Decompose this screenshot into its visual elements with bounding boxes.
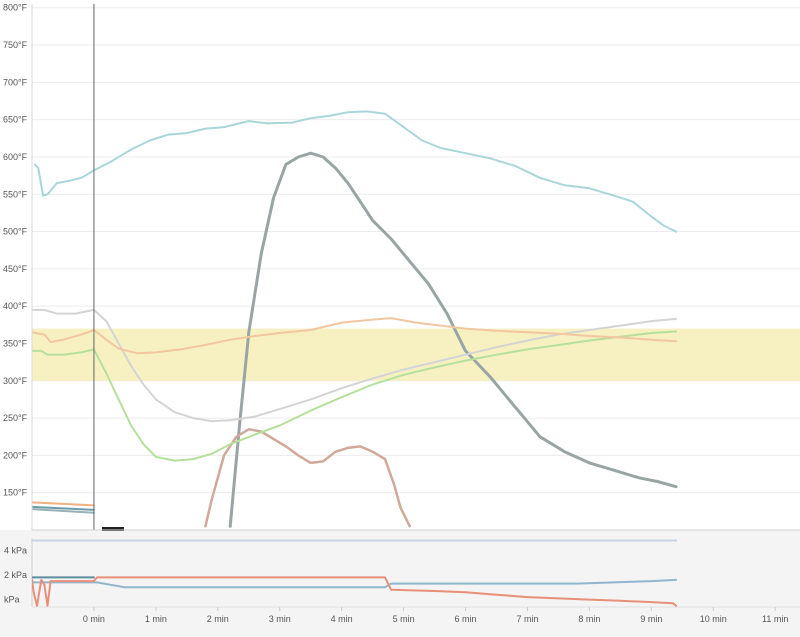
temperature-tick-label: 250°F bbox=[3, 413, 28, 423]
time-tick-label: 1 min bbox=[145, 614, 167, 624]
pressure-tick-label: 4 kPa bbox=[4, 545, 27, 555]
temperature-gridlines bbox=[32, 7, 800, 494]
temperature-tick-label: 350°F bbox=[3, 338, 28, 348]
temperature-tick-label: 450°F bbox=[3, 264, 28, 274]
pressure-series-line-3 bbox=[32, 578, 678, 589]
time-tick-label: 11 min bbox=[762, 614, 788, 624]
temperature-series-line-5 bbox=[32, 330, 678, 462]
time-tick-label: 0 min bbox=[83, 614, 105, 624]
temperature-series-line-7 bbox=[32, 501, 95, 507]
temperature-tick-label: 800°F bbox=[3, 3, 28, 13]
time-tick-label: 5 min bbox=[393, 614, 415, 624]
temperature-series-line-6 bbox=[32, 317, 678, 355]
temperature-tick-label: 300°F bbox=[3, 376, 28, 386]
time-tick-label: 4 min bbox=[331, 614, 353, 624]
temperature-tick-label: 200°F bbox=[3, 450, 28, 460]
temperature-tick-label: 550°F bbox=[3, 189, 28, 199]
time-marker-handle[interactable] bbox=[101, 527, 124, 531]
time-tick-label: 3 min bbox=[269, 614, 291, 624]
time-tick-label: 10 min bbox=[700, 614, 727, 624]
temperature-tick-label: 400°F bbox=[3, 301, 28, 311]
target-temperature-band bbox=[32, 328, 800, 381]
temperature-tick-label: 650°F bbox=[3, 115, 28, 125]
time-tick-label: 7 min bbox=[516, 614, 538, 624]
time-tick-label: 2 min bbox=[207, 614, 229, 624]
pressure-series bbox=[32, 539, 678, 607]
time-x-axis: 0 min 1 min 2 min 3 min 4 min 5 min 6 min 7 min… bbox=[83, 607, 788, 624]
temperature-series-line-2 bbox=[228, 151, 678, 528]
time-tick-label: 6 min bbox=[455, 614, 477, 624]
temperature-tick-label: 750°F bbox=[3, 40, 28, 50]
temperature-y-axis: 150°F 200°F 250°F 300°F 350°F 400°F 450°F 500°F… bbox=[3, 3, 28, 498]
temperature-series-line-8 bbox=[32, 505, 95, 511]
pressure-series-line-4 bbox=[32, 576, 678, 607]
temperature-tick-label: 500°F bbox=[3, 227, 28, 237]
temperature-series bbox=[32, 110, 678, 528]
pressure-tick-label: 2 kPa bbox=[4, 570, 27, 580]
pressure-y-axis: 4 kPa 2 kPa kPa bbox=[4, 545, 27, 604]
temperature-tick-label: 600°F bbox=[3, 152, 28, 162]
temperature-tick-label: 700°F bbox=[3, 77, 28, 87]
temperature-series-line-4 bbox=[32, 308, 678, 423]
temperature-series-line-1 bbox=[34, 110, 678, 233]
temperature-tick-label: 150°F bbox=[3, 488, 28, 498]
temperature-series-line-3 bbox=[204, 428, 412, 528]
pressure-tick-label: kPa bbox=[4, 595, 20, 605]
time-tick-label: 8 min bbox=[578, 614, 600, 624]
temperature-series-line-9 bbox=[32, 508, 95, 514]
time-tick-label: 9 min bbox=[640, 614, 662, 624]
